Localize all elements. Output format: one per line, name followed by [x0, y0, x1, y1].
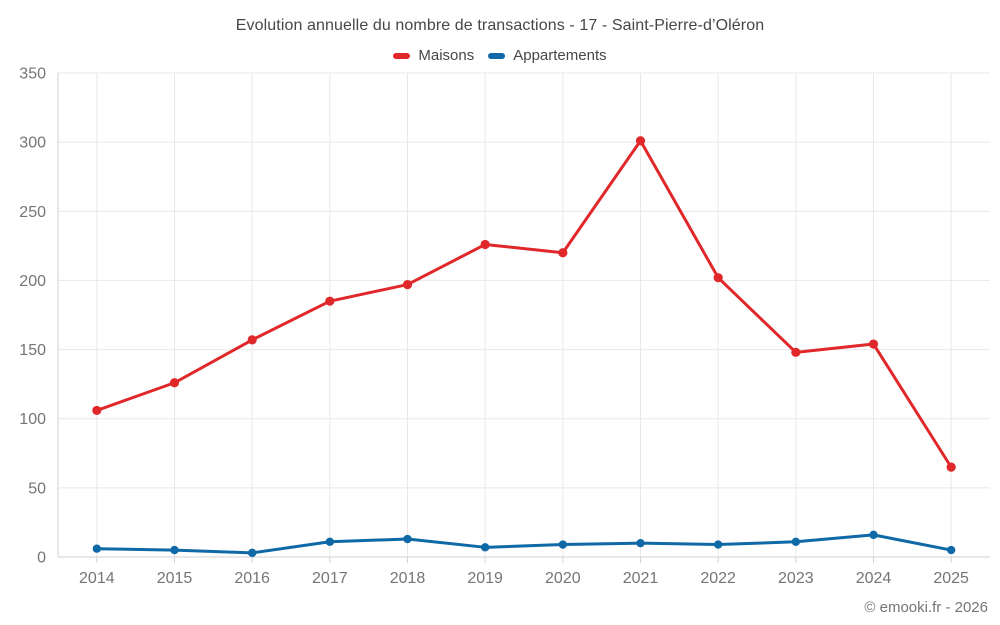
maisons-series-swatch [393, 52, 411, 59]
chart-title: Evolution annuelle du nombre de transact… [235, 17, 765, 34]
data-point-appartements-2020[interactable] [558, 540, 568, 549]
y-axis-label: 250 [19, 204, 46, 221]
appartements-series-swatch [488, 52, 506, 59]
x-axis-label: 2019 [467, 570, 503, 587]
data-point-appartements-2015[interactable] [170, 545, 179, 555]
data-point-maisons-2024[interactable] [868, 339, 879, 349]
legend-label-maisons: Maisons [418, 47, 475, 64]
data-point-maisons-2025[interactable] [946, 462, 956, 472]
data-point-appartements-2025[interactable] [946, 545, 956, 555]
data-point-appartements-2014[interactable] [92, 544, 102, 553]
x-axis-label: 2020 [545, 570, 581, 587]
series-line-maisons [95, 139, 953, 469]
y-axis-label: 150 [19, 342, 46, 359]
data-point-appartements-2023[interactable] [791, 537, 801, 546]
data-point-appartements-2018[interactable] [403, 534, 412, 544]
x-axis-label: 2018 [390, 570, 426, 587]
x-axis-label: 2015 [157, 570, 193, 587]
chart-legend: Maisons Appartements [0, 47, 1000, 64]
x-axis-label: 2021 [623, 570, 659, 587]
data-point-maisons-2018[interactable] [402, 279, 413, 290]
x-axis-label: 2022 [700, 570, 736, 587]
data-point-maisons-2014[interactable] [92, 405, 102, 416]
y-axis-label: 350 [19, 66, 46, 83]
x-axis-label: 2024 [856, 570, 892, 587]
x-axis-label: 2016 [234, 570, 270, 587]
data-point-appartements-2024[interactable] [869, 530, 878, 540]
y-axis-label: 200 [19, 273, 46, 290]
legend-label-appartements: Appartements [513, 47, 607, 64]
x-axis-label: 2025 [933, 570, 969, 587]
y-axis-label: 50 [28, 480, 46, 497]
data-point-maisons-2017[interactable] [325, 296, 335, 306]
legend-item-maisons[interactable]: Maisons [393, 47, 474, 64]
series-line-appartements [95, 533, 953, 555]
data-point-appartements-2017[interactable] [325, 537, 335, 546]
data-point-maisons-2023[interactable] [791, 347, 801, 357]
x-axis-label: 2014 [79, 570, 115, 587]
data-point-appartements-2021[interactable] [636, 538, 645, 548]
legend-item-appartements[interactable]: Appartements [488, 47, 607, 64]
x-axis-label: 2023 [778, 570, 814, 587]
y-axis-label: 300 [19, 135, 46, 152]
copyright-notice: © emooki.fr - 2026 [864, 599, 988, 616]
data-point-maisons-2016[interactable] [247, 335, 257, 345]
y-axis-label: 100 [19, 411, 46, 428]
data-point-appartements-2016[interactable] [247, 548, 257, 558]
data-point-maisons-2015[interactable] [169, 378, 180, 388]
data-point-maisons-2019[interactable] [480, 239, 490, 250]
x-axis-label: 2017 [312, 570, 348, 587]
data-point-appartements-2019[interactable] [480, 543, 490, 552]
data-point-maisons-2022[interactable] [713, 273, 723, 283]
y-axis-label: 0 [37, 550, 46, 567]
data-point-appartements-2022[interactable] [713, 540, 723, 549]
data-point-maisons-2021[interactable] [635, 136, 646, 146]
data-point-maisons-2020[interactable] [558, 248, 568, 258]
